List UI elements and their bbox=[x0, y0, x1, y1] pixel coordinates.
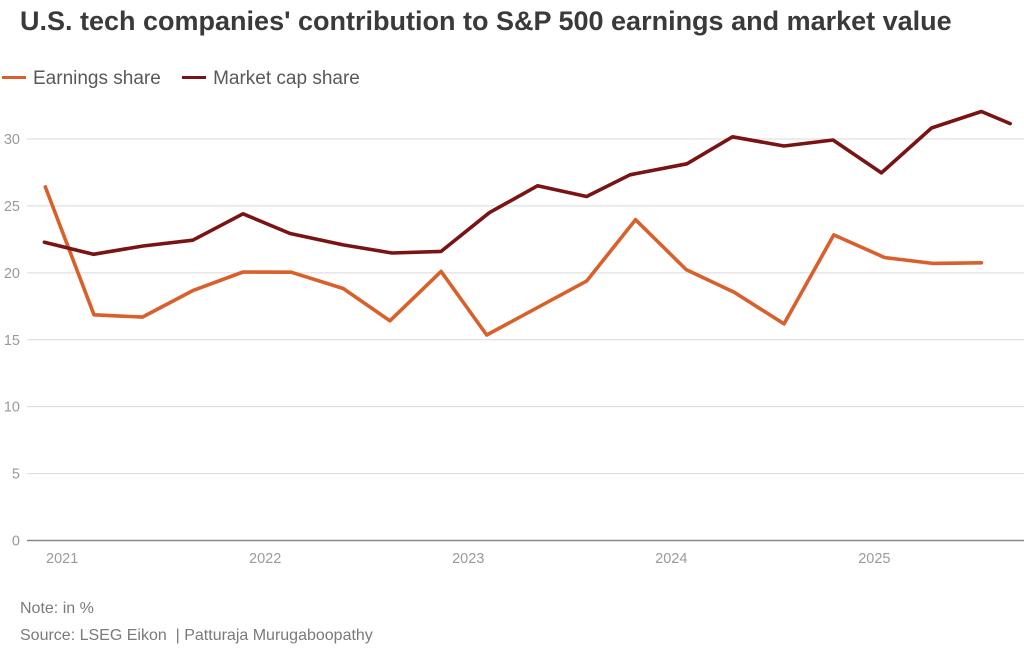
svg-text:2022: 2022 bbox=[249, 551, 281, 567]
svg-text:20: 20 bbox=[4, 266, 20, 282]
svg-text:15: 15 bbox=[4, 333, 20, 349]
svg-text:25: 25 bbox=[4, 199, 20, 215]
svg-text:2024: 2024 bbox=[655, 551, 687, 567]
svg-text:10: 10 bbox=[4, 400, 20, 416]
svg-text:0: 0 bbox=[12, 534, 20, 550]
svg-text:2021: 2021 bbox=[46, 551, 78, 567]
svg-text:2023: 2023 bbox=[452, 551, 484, 567]
svg-text:5: 5 bbox=[12, 467, 20, 483]
svg-text:30: 30 bbox=[4, 132, 20, 148]
svg-text:2025: 2025 bbox=[858, 551, 890, 567]
